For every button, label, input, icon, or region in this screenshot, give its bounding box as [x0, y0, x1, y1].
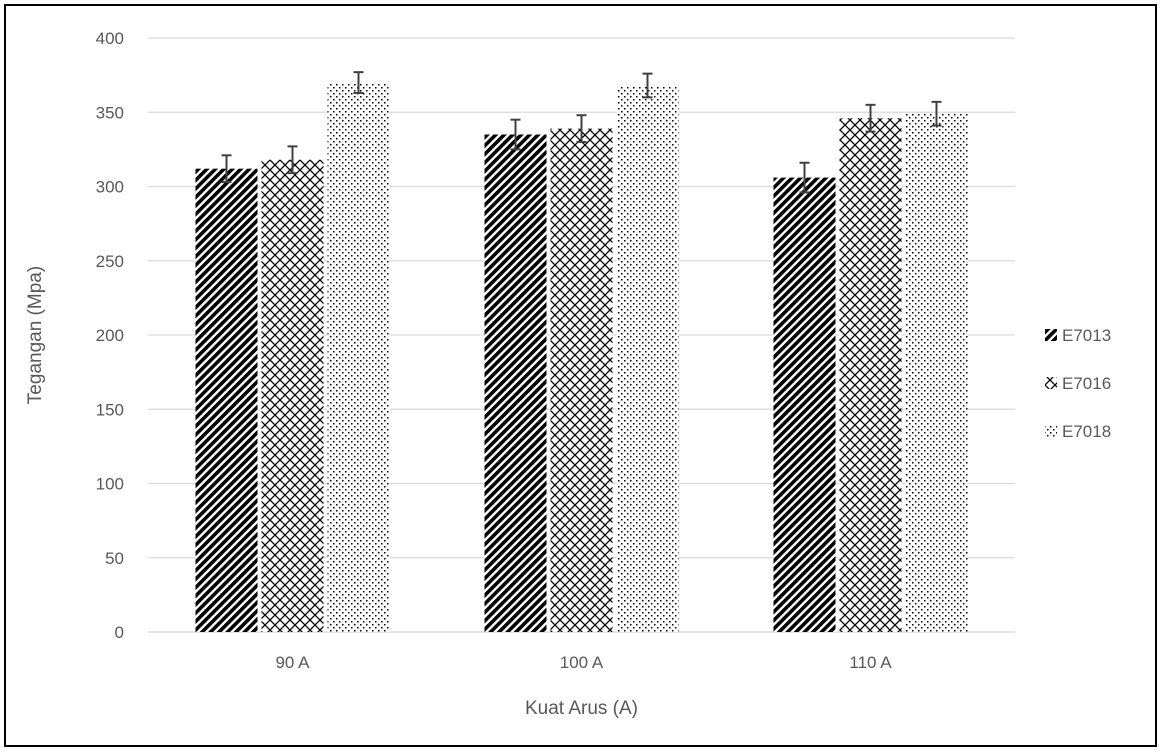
bar-e7013-2 — [773, 177, 836, 632]
y-tick-label: 200 — [96, 326, 124, 345]
bars — [195, 82, 968, 633]
legend-label: E7018 — [1062, 422, 1111, 441]
error-bar — [510, 118, 521, 151]
legend: E7013 E7016 E7018 — [1045, 326, 1111, 441]
error-bar — [576, 114, 587, 143]
error-bar — [221, 154, 232, 184]
legend-swatch — [1045, 329, 1057, 341]
x-tick-label: 90 A — [275, 653, 310, 672]
x-tick-label: 100 A — [560, 653, 604, 672]
bar-e7016-1 — [550, 128, 613, 632]
y-tick-label: 400 — [96, 29, 124, 48]
legend-item-e7018: E7018 — [1045, 422, 1111, 441]
error-bar — [799, 161, 810, 194]
legend-swatch — [1045, 377, 1057, 389]
bar-e7016-0 — [261, 159, 324, 632]
error-bar — [642, 72, 653, 99]
error-bar — [931, 100, 942, 127]
error-bar — [287, 145, 298, 175]
legend-swatch — [1045, 425, 1057, 437]
bar-e7013-1 — [484, 134, 547, 632]
x-axis-ticks: 90 A 100 A 110 A — [275, 653, 892, 672]
error-bar — [353, 71, 364, 94]
x-axis-title: Kuat Arus (A) — [525, 698, 638, 719]
bar-e7013-0 — [195, 168, 258, 632]
legend-item-e7016: E7016 — [1045, 374, 1111, 393]
bar-e7018-2 — [905, 113, 968, 633]
y-axis-title: Tegangan (Mpa) — [25, 266, 46, 404]
x-tick-label: 110 A — [849, 653, 892, 672]
y-tick-label: 100 — [96, 475, 124, 494]
y-tick-label: 350 — [96, 103, 124, 122]
error-bars — [221, 71, 942, 194]
legend-label: E7016 — [1062, 374, 1111, 393]
y-tick-label: 0 — [115, 623, 124, 642]
bar-e7018-0 — [327, 82, 390, 633]
y-tick-label: 250 — [96, 252, 124, 271]
bar-e7018-1 — [616, 85, 679, 632]
y-axis-ticks: 0 50 100 150 200 250 300 350 400 — [96, 29, 124, 642]
bar-e7016-2 — [839, 118, 902, 632]
error-bar — [865, 103, 876, 133]
legend-label: E7013 — [1062, 326, 1111, 345]
legend-item-e7013: E7013 — [1045, 326, 1111, 345]
y-tick-label: 300 — [96, 178, 124, 197]
y-tick-label: 150 — [96, 400, 124, 419]
y-tick-label: 50 — [105, 549, 124, 568]
